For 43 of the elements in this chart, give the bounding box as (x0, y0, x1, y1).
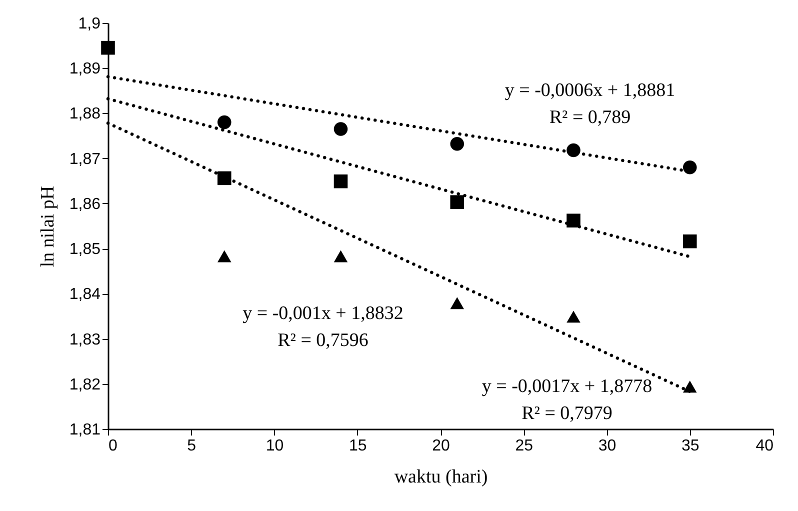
point (682, 160, 697, 174)
point (566, 143, 580, 158)
x-tick-label: 5 (187, 438, 196, 454)
point (334, 174, 348, 188)
point (217, 115, 232, 130)
point (566, 214, 580, 228)
y-axis-title: ln nilai pH (37, 186, 58, 268)
x-tick-label: 35 (681, 438, 700, 454)
y-tick-label: 1,87 (69, 150, 101, 168)
point (566, 310, 580, 323)
y-tick-label: 1,83 (69, 331, 101, 348)
point (334, 122, 348, 136)
annotation: y = -0,0006x + 1,8881 (504, 80, 676, 101)
y-tick-label: 1,9 (78, 16, 101, 32)
x-tick-label: 15 (348, 438, 367, 454)
point (450, 137, 464, 151)
y-tick-label: 1,86 (69, 196, 101, 213)
y-tick-label: 1,85 (69, 241, 101, 258)
point (450, 195, 464, 209)
y-tick-label: 1,84 (69, 286, 101, 304)
point (450, 297, 464, 310)
annotation: y = -0,0017x + 1,8778 (482, 376, 652, 397)
x-tick-label: 25 (515, 438, 534, 454)
point (682, 380, 697, 393)
y-tick-label: 1,88 (69, 106, 101, 123)
x-tick-label: 40 (756, 438, 774, 454)
x-tick-label: 10 (266, 438, 284, 454)
point (101, 40, 115, 55)
annotation: R² = 0,789 (549, 107, 631, 128)
point (682, 234, 697, 248)
annotation: R² = 0,7596 (278, 330, 368, 351)
y-tick-label: 1,89 (69, 60, 101, 78)
x-tick-label: 0 (108, 438, 118, 454)
x-tick-label: 30 (598, 438, 616, 454)
point (217, 250, 232, 262)
point (334, 250, 348, 262)
y-tick-label: 1,82 (69, 376, 101, 394)
annotation: R² = 0,7979 (522, 403, 612, 424)
annotation: y = -0,001x + 1,8832 (242, 303, 404, 324)
point (217, 171, 232, 186)
x-axis-title: waktu (hari) (394, 466, 488, 488)
x-tick-label: 20 (432, 438, 450, 454)
y-tick-label: 1,81 (69, 422, 101, 438)
